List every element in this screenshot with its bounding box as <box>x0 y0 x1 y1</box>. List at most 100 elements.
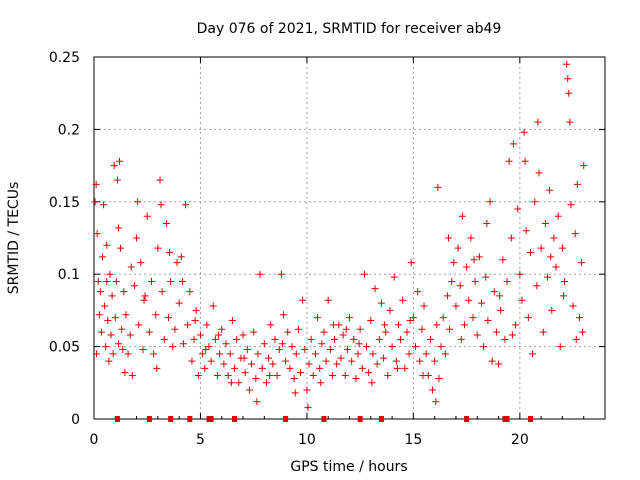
data-point <box>111 314 119 322</box>
data-point <box>239 331 247 339</box>
data-point <box>160 335 168 343</box>
data-point <box>194 372 202 380</box>
data-point <box>322 357 330 365</box>
data-point <box>154 244 162 252</box>
data-point <box>233 335 241 343</box>
bottom-marker <box>504 416 510 422</box>
data-point <box>133 234 141 242</box>
data-point <box>386 306 394 314</box>
data-point <box>301 345 309 353</box>
data-point <box>457 335 465 343</box>
data-point <box>501 335 509 343</box>
y-tick-label: 0.15 <box>49 195 80 211</box>
data-point <box>241 369 249 377</box>
data-point <box>267 321 275 329</box>
data-point <box>191 317 199 325</box>
data-point <box>578 259 586 267</box>
data-point <box>571 230 579 238</box>
data-point <box>121 369 129 377</box>
data-point <box>157 201 165 209</box>
data-point <box>203 321 211 329</box>
data-point <box>288 343 296 351</box>
data-point <box>531 198 539 206</box>
data-point <box>253 398 261 406</box>
data-point <box>454 244 462 252</box>
data-point <box>126 331 134 339</box>
data-point <box>397 335 405 343</box>
data-point <box>541 220 549 228</box>
y-tick-label: 0 <box>71 412 80 428</box>
data-point <box>509 140 517 148</box>
data-point <box>258 364 266 372</box>
data-point <box>202 345 210 353</box>
data-point <box>533 282 541 290</box>
data-point <box>275 345 283 353</box>
data-point <box>575 314 583 322</box>
data-point <box>375 335 383 343</box>
data-point <box>106 270 114 278</box>
data-point <box>342 325 350 333</box>
data-point <box>103 241 111 249</box>
data-point <box>278 340 286 348</box>
x-tick-label: 15 <box>404 432 422 448</box>
x-tick-label: 10 <box>298 432 316 448</box>
y-axis-label: SRMTID / TECUs <box>6 182 22 295</box>
data-point <box>573 180 581 188</box>
data-point <box>240 354 248 362</box>
data-point <box>480 343 488 351</box>
data-point <box>226 350 234 358</box>
data-point <box>218 325 226 333</box>
data-point <box>205 343 213 351</box>
data-point <box>469 314 477 322</box>
bottom-markers <box>114 416 533 422</box>
data-point <box>284 328 292 336</box>
data-point <box>122 311 130 319</box>
data-point <box>94 277 102 285</box>
data-point <box>211 335 219 343</box>
data-point <box>215 331 223 339</box>
y-tick-label: 0.1 <box>58 267 80 283</box>
data-point <box>399 296 407 304</box>
data-point <box>162 220 170 228</box>
data-point <box>250 328 258 336</box>
data-point <box>113 176 121 184</box>
data-point <box>127 263 135 271</box>
data-point <box>99 253 107 261</box>
data-point <box>452 302 460 310</box>
data-point <box>186 288 194 296</box>
data-point <box>431 357 439 365</box>
data-point <box>107 331 115 339</box>
data-point <box>564 75 572 83</box>
data-point <box>199 350 207 358</box>
data-point <box>326 345 334 353</box>
data-point <box>190 335 198 343</box>
data-point <box>414 288 422 296</box>
data-point <box>91 198 99 206</box>
data-point <box>101 302 109 310</box>
data-point <box>535 169 543 177</box>
data-point <box>526 248 534 256</box>
bottom-marker <box>357 416 363 422</box>
data-point <box>567 201 575 209</box>
data-point <box>137 259 145 267</box>
data-point <box>201 364 209 372</box>
data-point <box>432 398 440 406</box>
data-point <box>109 350 117 358</box>
data-point <box>354 350 362 358</box>
data-point <box>309 372 317 380</box>
data-point <box>507 234 515 242</box>
data-point <box>508 331 516 339</box>
data-points <box>91 60 588 411</box>
bottom-marker <box>283 416 289 422</box>
data-point <box>488 357 496 365</box>
data-point <box>314 314 322 322</box>
data-point <box>496 292 504 300</box>
data-point <box>145 328 153 336</box>
data-point <box>471 277 479 285</box>
data-point <box>165 314 173 322</box>
data-point <box>177 253 185 261</box>
data-point <box>403 328 411 336</box>
data-point <box>178 277 186 285</box>
data-point <box>256 270 264 278</box>
